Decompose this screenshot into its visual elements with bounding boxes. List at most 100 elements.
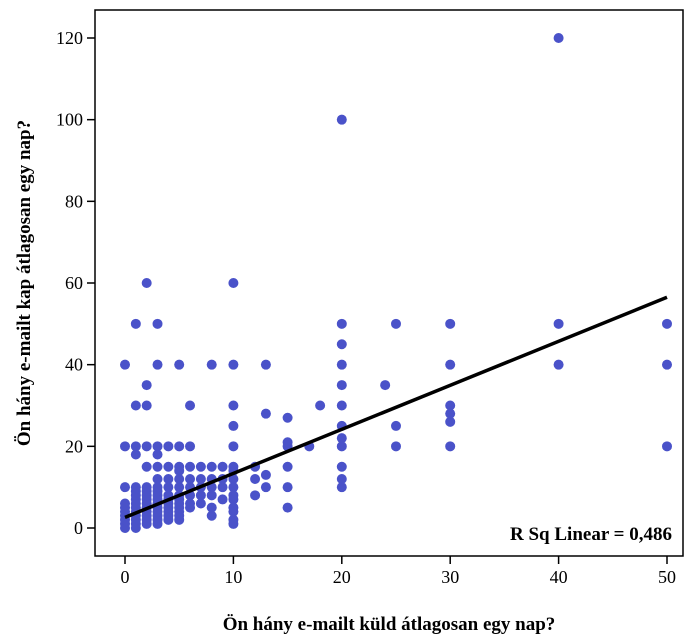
data-point bbox=[152, 441, 163, 452]
data-point bbox=[228, 278, 239, 288]
data-point bbox=[391, 318, 401, 329]
data-point bbox=[662, 441, 672, 452]
data-point bbox=[260, 408, 271, 419]
data-point bbox=[206, 359, 217, 370]
data-point bbox=[185, 461, 196, 472]
data-point bbox=[163, 482, 174, 493]
data-points bbox=[120, 33, 672, 533]
data-point bbox=[553, 318, 564, 329]
data-point bbox=[445, 400, 456, 411]
data-point bbox=[141, 441, 152, 452]
data-point bbox=[130, 400, 141, 411]
y-tick-label: 120 bbox=[56, 28, 83, 48]
data-point bbox=[130, 441, 141, 452]
data-point bbox=[228, 359, 239, 370]
data-point bbox=[228, 420, 239, 431]
data-point bbox=[174, 461, 185, 472]
data-point bbox=[130, 449, 141, 460]
data-point bbox=[120, 359, 130, 370]
data-point bbox=[250, 490, 261, 501]
x-axis-title: Ön hány e-mailt küld átlagosan egy nap? bbox=[223, 614, 556, 635]
data-point bbox=[228, 482, 239, 493]
data-point bbox=[185, 441, 196, 452]
data-point bbox=[260, 469, 271, 480]
data-point bbox=[217, 494, 228, 505]
data-point bbox=[152, 359, 163, 370]
data-point bbox=[174, 359, 185, 370]
data-point bbox=[228, 474, 239, 484]
y-tick-label: 100 bbox=[56, 110, 83, 130]
data-point bbox=[553, 359, 564, 370]
x-tick-label: 10 bbox=[224, 567, 242, 587]
data-point bbox=[141, 461, 152, 472]
plot-frame bbox=[94, 9, 684, 557]
data-point bbox=[163, 441, 174, 452]
data-point bbox=[553, 33, 564, 43]
data-point bbox=[152, 449, 163, 460]
data-point bbox=[228, 400, 239, 411]
data-point bbox=[282, 461, 293, 472]
data-point bbox=[662, 359, 672, 370]
y-tick-label: 80 bbox=[65, 191, 83, 211]
data-point bbox=[206, 510, 217, 521]
data-point bbox=[391, 441, 401, 452]
data-point bbox=[282, 482, 293, 493]
x-tick-label: 40 bbox=[550, 567, 568, 587]
data-point bbox=[217, 461, 228, 472]
data-point bbox=[141, 278, 152, 288]
data-point bbox=[152, 461, 163, 472]
y-tick-label: 40 bbox=[65, 355, 83, 375]
data-point bbox=[206, 490, 217, 501]
data-point bbox=[174, 474, 185, 484]
data-point bbox=[250, 474, 261, 484]
data-point bbox=[206, 461, 217, 472]
data-point bbox=[282, 502, 293, 513]
data-point bbox=[445, 416, 456, 427]
data-point bbox=[152, 318, 163, 329]
data-point bbox=[391, 420, 401, 431]
y-tick-label: 20 bbox=[65, 436, 83, 456]
x-tick-label: 0 bbox=[121, 567, 130, 587]
r-squared-annotation: R Sq Linear = 0,486 bbox=[510, 524, 672, 545]
data-point bbox=[195, 498, 206, 509]
data-point bbox=[152, 474, 163, 484]
data-point bbox=[130, 482, 141, 493]
y-axis-title: Ön hány e-mailt kap átlagosan egy nap? bbox=[14, 120, 35, 446]
x-tick-label: 50 bbox=[658, 567, 676, 587]
data-point bbox=[445, 441, 456, 452]
data-point bbox=[336, 339, 347, 350]
data-point bbox=[228, 502, 239, 513]
data-point bbox=[141, 482, 152, 493]
data-point bbox=[336, 433, 347, 444]
data-point bbox=[336, 400, 347, 411]
data-point bbox=[185, 400, 196, 411]
data-point bbox=[260, 359, 271, 370]
x-tick-label: 30 bbox=[441, 567, 459, 587]
x-tick-label: 20 bbox=[333, 567, 351, 587]
data-point bbox=[228, 441, 239, 452]
data-point bbox=[336, 359, 347, 370]
data-point bbox=[336, 474, 347, 484]
data-point bbox=[315, 400, 326, 411]
data-point bbox=[130, 318, 141, 329]
axis-ticks: 0 10 20 30 40 50 0 20 40 60 80 100 120 bbox=[56, 28, 676, 587]
data-point bbox=[260, 482, 271, 493]
data-point bbox=[195, 461, 206, 472]
data-point bbox=[228, 461, 239, 472]
data-point bbox=[336, 461, 347, 472]
data-point bbox=[163, 461, 174, 472]
y-tick-label: 0 bbox=[74, 518, 83, 538]
data-point bbox=[228, 490, 239, 501]
y-tick-label: 60 bbox=[65, 273, 83, 293]
data-point bbox=[662, 318, 672, 329]
data-point bbox=[336, 318, 347, 329]
data-point bbox=[120, 498, 130, 509]
data-point bbox=[163, 474, 174, 484]
data-point bbox=[195, 490, 206, 501]
data-point bbox=[174, 441, 185, 452]
data-point bbox=[195, 474, 206, 484]
data-point bbox=[336, 114, 347, 125]
data-point bbox=[185, 474, 196, 484]
data-point bbox=[120, 482, 130, 493]
